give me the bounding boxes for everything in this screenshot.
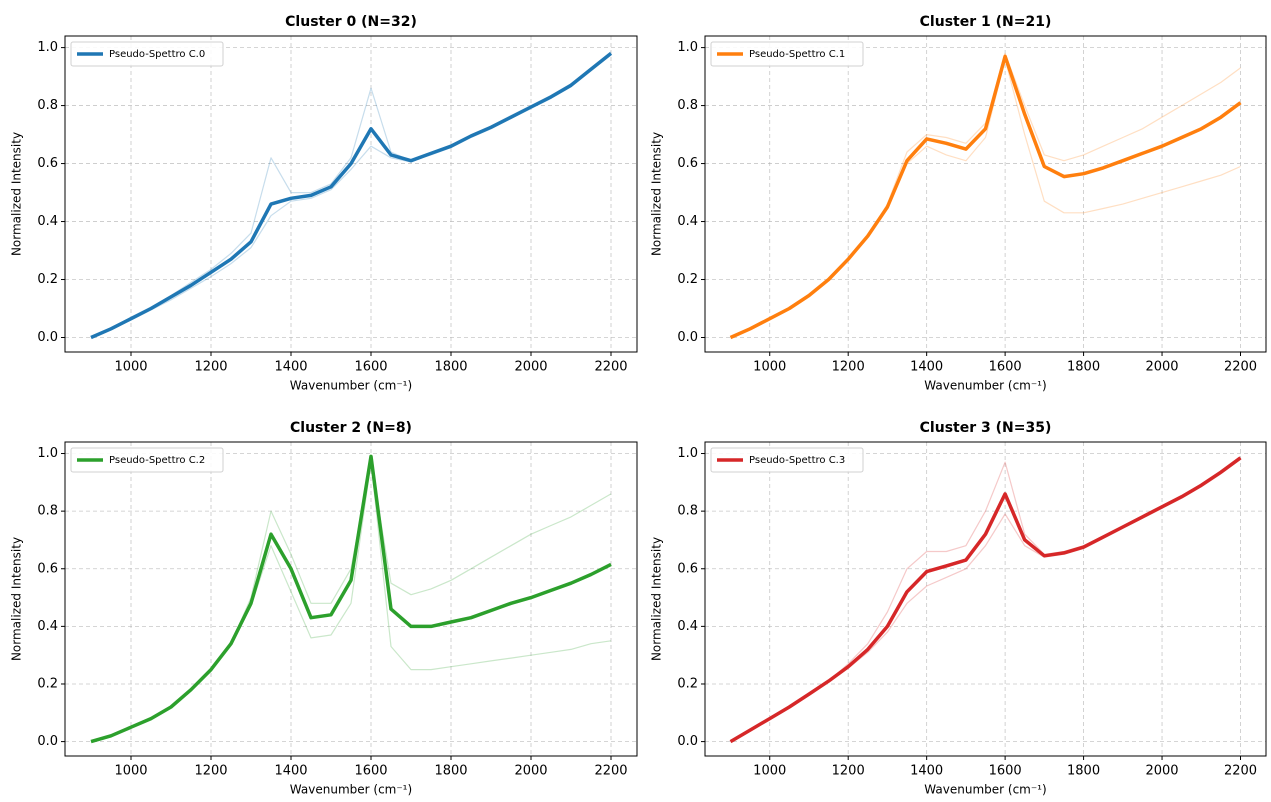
legend-box	[710, 41, 864, 67]
x-tick-label: 1600	[989, 360, 1022, 375]
y-tick-label: 0.2	[37, 676, 58, 691]
sample-line	[90, 54, 612, 339]
x-axis-label: Wavenumber (cm⁻¹)	[924, 379, 1046, 393]
subplot: 1000 1200 1400 1600 1800 2000 2200 0.0 0.2 0.4 0.6…	[650, 14, 1267, 393]
x-tick-label: 2200	[1224, 764, 1257, 779]
x-tick-label: 1800	[1067, 360, 1100, 375]
y-axis-label: Normalized Intensity	[650, 537, 664, 661]
x-tick-label: 1400	[910, 764, 943, 779]
legend-label: Pseudo-Spettro C.3	[749, 455, 845, 466]
y-tick-label: 0.4	[677, 214, 698, 229]
y-axis-label: Normalized Intensity	[10, 537, 24, 661]
y-tick-label: 1.0	[37, 40, 58, 55]
y-tick-label: 0.6	[677, 561, 698, 576]
legend-box	[710, 447, 864, 473]
x-tick-label: 2000	[514, 360, 547, 375]
y-tick-label: 0.0	[677, 330, 698, 345]
subplot-title: Cluster 3 (N=35)	[920, 420, 1052, 436]
x-tick-label: 1200	[832, 764, 865, 779]
y-tick-label: 1.0	[677, 446, 698, 461]
mean-line	[90, 52, 613, 340]
mean-line	[729, 456, 1242, 744]
x-tick-label: 1400	[274, 764, 307, 779]
x-tick-label: 1800	[1067, 764, 1100, 779]
x-tick-label: 1200	[832, 360, 865, 375]
x-tick-label: 1200	[194, 764, 227, 779]
x-tick-label: 1000	[114, 360, 147, 375]
legend-label: Pseudo-Spettro C.2	[109, 455, 205, 466]
sample-line	[730, 458, 1241, 743]
x-tick-label: 1800	[434, 764, 467, 779]
y-tick-label: 0.4	[37, 619, 58, 634]
subplot: 1000 1200 1400 1600 1800 2000 2200 0.0 0.2 0.4 0.6…	[10, 14, 638, 393]
y-tick-label: 0.6	[37, 156, 58, 171]
subplot: 1000 1200 1400 1600 1800 2000 2200 0.0 0.2 0.4 0.6…	[650, 420, 1267, 797]
x-tick-label: 1400	[274, 360, 307, 375]
y-tick-label: 0.2	[677, 272, 698, 287]
x-tick-label: 2200	[594, 764, 627, 779]
y-tick-label: 1.0	[37, 446, 58, 461]
x-tick-label: 2000	[1145, 764, 1178, 779]
x-axis-label: Wavenumber (cm⁻¹)	[290, 379, 412, 393]
sample-line	[90, 51, 612, 339]
axes-frame	[64, 35, 638, 353]
legend-box	[70, 41, 224, 67]
x-tick-label: 1200	[194, 360, 227, 375]
axes-frame	[704, 35, 1267, 353]
x-tick-label: 1400	[910, 360, 943, 375]
x-tick-label: 1600	[354, 764, 387, 779]
y-tick-label: 0.2	[677, 676, 698, 691]
x-tick-label: 1600	[354, 360, 387, 375]
x-tick-label: 2000	[514, 764, 547, 779]
subplot: 1000 1200 1400 1600 1800 2000 2200 0.0 0.2 0.4 0.6…	[10, 420, 638, 797]
y-tick-label: 0.8	[677, 504, 698, 519]
sample-line	[90, 461, 612, 743]
y-tick-label: 0.8	[37, 504, 58, 519]
y-tick-label: 0.0	[37, 330, 58, 345]
legend-label: Pseudo-Spettro C.1	[749, 49, 845, 60]
x-axis-label: Wavenumber (cm⁻¹)	[924, 783, 1046, 797]
axes-frame	[64, 441, 638, 757]
y-tick-label: 0.6	[37, 561, 58, 576]
x-tick-label: 1000	[114, 764, 147, 779]
y-tick-label: 0.8	[677, 98, 698, 113]
x-tick-label: 1000	[753, 764, 786, 779]
x-tick-label: 2200	[1224, 360, 1257, 375]
y-tick-label: 0.8	[37, 98, 58, 113]
subplot-title: Cluster 2 (N=8)	[290, 420, 412, 436]
mean-line	[729, 54, 1242, 340]
subplot-title: Cluster 0 (N=32)	[285, 14, 417, 30]
y-tick-label: 0.2	[37, 272, 58, 287]
legend-box	[70, 447, 224, 473]
y-tick-label: 0.0	[677, 734, 698, 749]
x-tick-label: 1800	[434, 360, 467, 375]
x-tick-label: 1000	[753, 360, 786, 375]
y-tick-label: 1.0	[677, 40, 698, 55]
x-tick-label: 1600	[989, 764, 1022, 779]
mean-line	[90, 454, 612, 744]
y-tick-label: 0.4	[677, 619, 698, 634]
y-tick-label: 0.0	[37, 734, 58, 749]
y-axis-label: Normalized Intensity	[650, 132, 664, 256]
subplot-title: Cluster 1 (N=21)	[920, 14, 1052, 30]
legend-label: Pseudo-Spettro C.0	[109, 49, 205, 60]
y-axis-label: Normalized Intensity	[10, 132, 24, 256]
y-tick-label: 0.4	[37, 214, 58, 229]
x-tick-label: 2200	[594, 360, 627, 375]
x-axis-label: Wavenumber (cm⁻¹)	[290, 783, 412, 797]
axes-frame	[704, 441, 1267, 757]
x-tick-label: 2000	[1145, 360, 1178, 375]
sample-line	[730, 458, 1241, 743]
y-tick-label: 0.6	[677, 156, 698, 171]
